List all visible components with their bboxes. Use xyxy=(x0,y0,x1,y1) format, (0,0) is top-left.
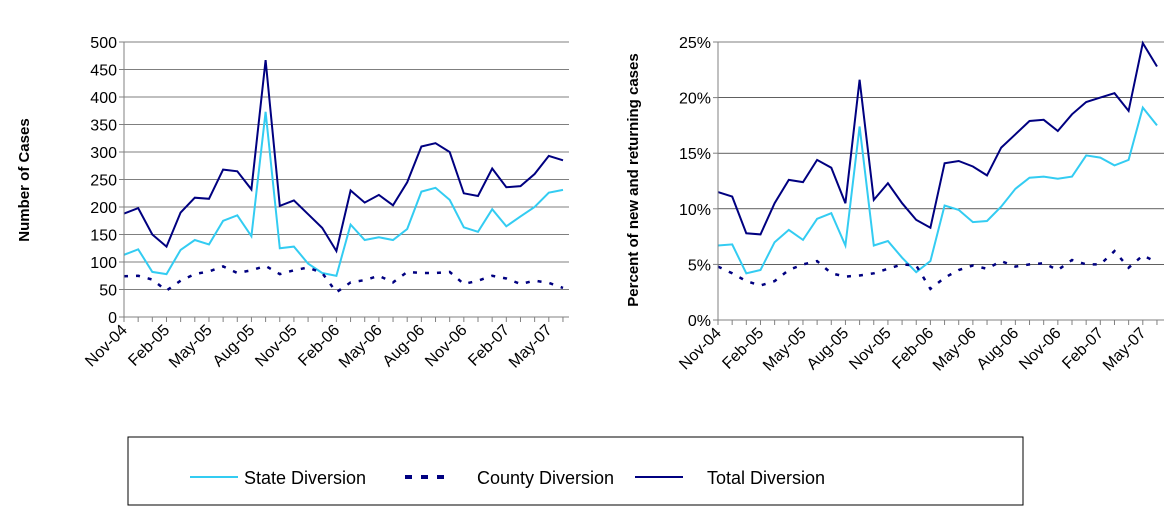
y-tick-label: 450 xyxy=(90,63,117,80)
series-line xyxy=(717,249,1158,291)
y-axis-label: Number of Cases xyxy=(16,118,33,241)
y-tick-label: 400 xyxy=(90,90,117,107)
plot xyxy=(717,40,1164,325)
x-tick-label: Feb-06 xyxy=(295,322,343,370)
y-tick-label: 350 xyxy=(90,118,117,135)
y-tick-label: 0% xyxy=(688,313,711,330)
legend-label: Total Diversion xyxy=(707,468,825,488)
x-tick-label: Feb-07 xyxy=(465,322,513,370)
y-tick-label: 250 xyxy=(90,173,117,190)
x-tick-label: Aug-05 xyxy=(210,322,259,371)
x-tick-label: Nov-04 xyxy=(82,322,131,371)
x-tick-label: Nov-06 xyxy=(422,322,471,371)
x-tick-label: Nov-05 xyxy=(252,322,301,371)
x-tick-label: May-05 xyxy=(760,325,810,375)
x-tick-label: Feb-05 xyxy=(719,325,767,373)
x-tick-label: Nov-05 xyxy=(846,325,895,374)
x-tick-label: May-05 xyxy=(166,322,216,372)
y-tick-label: 300 xyxy=(90,145,117,162)
x-tick-label: Aug-06 xyxy=(974,325,1023,374)
legend-label: County Diversion xyxy=(477,468,614,488)
series-line xyxy=(123,111,564,277)
x-tick-label: May-07 xyxy=(1100,325,1150,375)
y-tick-label: 10% xyxy=(679,202,711,219)
x-tick-label: Nov-04 xyxy=(676,325,725,374)
x-tick-label: Feb-07 xyxy=(1059,325,1107,373)
y-tick-label: 50 xyxy=(99,283,117,300)
legend-label: State Diversion xyxy=(244,468,366,488)
series-line xyxy=(717,105,1158,275)
x-tick-label: Aug-06 xyxy=(380,322,429,371)
x-tick-label: May-07 xyxy=(506,322,556,372)
series-line xyxy=(123,59,564,254)
y-tick-label: 5% xyxy=(688,257,711,274)
series-line xyxy=(717,40,1158,236)
y-tick-label: 150 xyxy=(90,228,117,245)
x-tick-label: May-06 xyxy=(930,325,980,375)
y-axis-label: Percent of new and returning cases xyxy=(625,53,642,306)
y-tick-label: 100 xyxy=(90,255,117,272)
plot xyxy=(123,41,569,322)
x-tick-label: Aug-05 xyxy=(804,325,853,374)
y-tick-label: 25% xyxy=(679,35,711,52)
y-tick-label: 500 xyxy=(90,35,117,52)
x-tick-label: Feb-06 xyxy=(889,325,937,373)
y-tick-label: 0 xyxy=(108,310,117,327)
x-tick-label: Feb-05 xyxy=(125,322,173,370)
y-tick-label: 15% xyxy=(679,146,711,163)
y-tick-label: 200 xyxy=(90,200,117,217)
y-tick-label: 20% xyxy=(679,91,711,108)
x-tick-label: May-06 xyxy=(336,322,386,372)
legend-box xyxy=(127,436,1024,506)
series-line xyxy=(123,264,564,295)
x-tick-label: Nov-06 xyxy=(1016,325,1065,374)
